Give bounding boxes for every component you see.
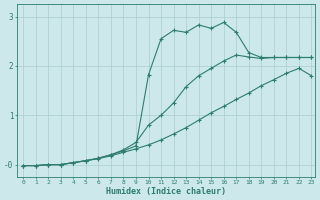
X-axis label: Humidex (Indice chaleur): Humidex (Indice chaleur) — [106, 187, 226, 196]
